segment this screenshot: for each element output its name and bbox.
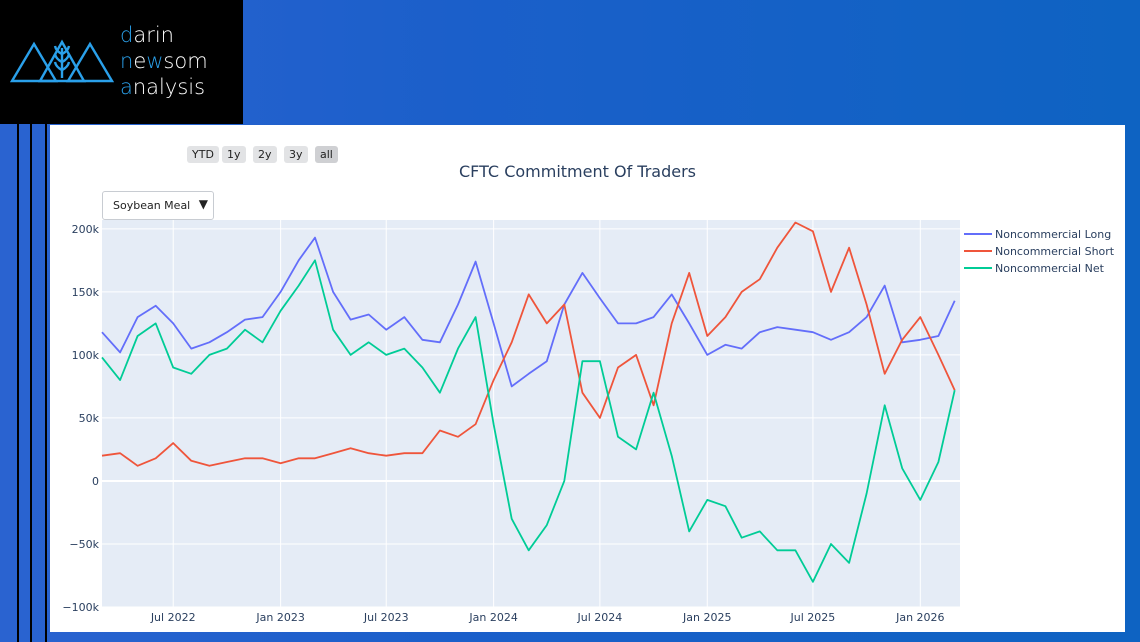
x-tick-label: Jul 2025: [790, 611, 836, 624]
range-button-ytd[interactable]: YTD: [187, 146, 219, 163]
x-tick-label: Jul 2023: [363, 611, 409, 624]
y-tick-label: −50k: [69, 538, 99, 551]
x-tick-label: Jul 2022: [150, 611, 196, 624]
series-line-2: [101, 259, 956, 583]
gridlines: [102, 220, 960, 608]
logo-line-2: newsom: [120, 49, 208, 73]
range-button-3y[interactable]: 3y: [284, 146, 308, 163]
x-tick-label: Jan 2023: [255, 611, 304, 624]
chart-title: CFTC Commitment Of Traders: [459, 162, 696, 181]
legend-entry[interactable]: Noncommercial Long: [995, 228, 1111, 241]
y-tick-label: 200k: [72, 223, 100, 236]
legend: Noncommercial Long Noncommercial Short Non…: [964, 228, 1115, 275]
logo: darin newsom analysis: [0, 0, 243, 124]
x-tick-label: Jul 2024: [576, 611, 622, 624]
dropdown-selected-value: Soybean Meal: [113, 199, 191, 212]
legend-entry[interactable]: Noncommercial Net: [995, 262, 1105, 275]
range-button-2y[interactable]: 2y: [253, 146, 277, 163]
mountain-wheat-logo-icon: [10, 39, 114, 83]
decorative-stripe: [45, 124, 47, 642]
y-tick-label: 150k: [72, 286, 100, 299]
decorative-stripe: [17, 124, 19, 642]
series-line-1: [101, 221, 956, 467]
logo-line-1: darin: [120, 23, 174, 47]
x-axis-ticks: Jul 2022 Jan 2023 Jul 2023 Jan 2024 Jul 2024…: [150, 611, 945, 624]
x-tick-label: Jan 2025: [682, 611, 731, 624]
series-line-0: [101, 236, 956, 388]
decorative-stripe: [30, 124, 32, 642]
plot-area[interactable]: [102, 220, 960, 607]
y-tick-label: 0: [92, 475, 99, 488]
x-tick-label: Jan 2026: [895, 611, 944, 624]
y-tick-label: 50k: [79, 412, 100, 425]
x-tick-label: Jan 2024: [468, 611, 517, 624]
commodity-dropdown[interactable]: Soybean Meal ▼: [102, 191, 214, 220]
range-button-all[interactable]: all: [315, 146, 338, 163]
range-button-1y[interactable]: 1y: [222, 146, 246, 163]
y-tick-label: −100k: [62, 601, 99, 614]
chevron-down-icon: ▼: [198, 197, 208, 211]
y-axis-ticks: 200k 150k 100k 50k 0 −50k −100k: [62, 223, 99, 614]
logo-text: darin newsom analysis: [120, 22, 208, 100]
logo-line-3: analysis: [120, 75, 206, 99]
series-lines: [101, 221, 956, 583]
legend-entry[interactable]: Noncommercial Short: [995, 245, 1115, 258]
y-tick-label: 100k: [72, 349, 100, 362]
